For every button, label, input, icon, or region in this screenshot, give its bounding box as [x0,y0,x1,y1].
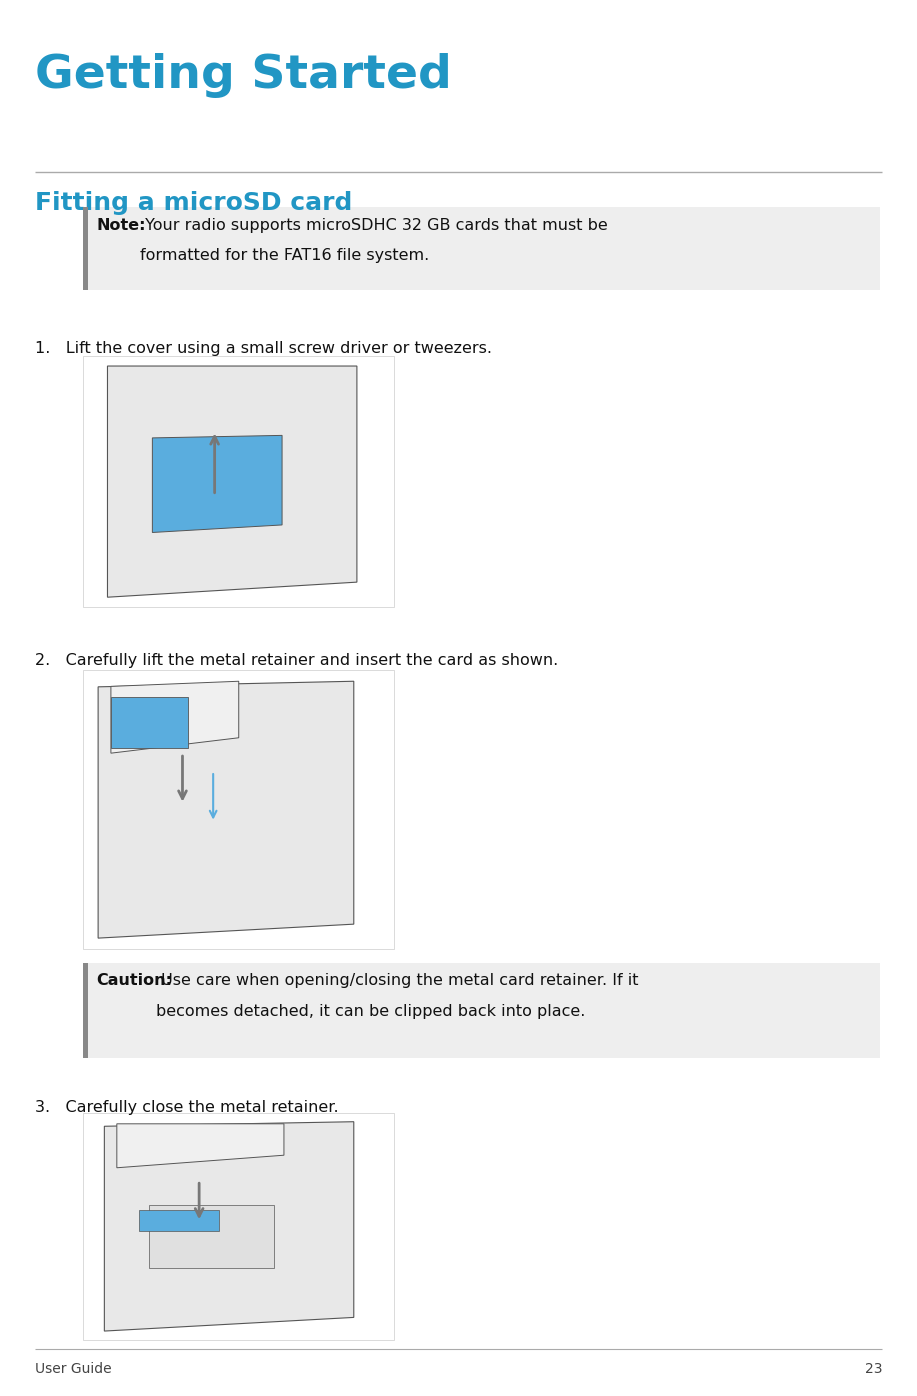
Polygon shape [152,436,282,532]
Text: 1.   Lift the cover using a small screw driver or tweezers.: 1. Lift the cover using a small screw dr… [35,341,492,356]
Text: 23: 23 [865,1362,882,1376]
Polygon shape [98,681,354,938]
FancyBboxPatch shape [149,1206,274,1268]
FancyBboxPatch shape [83,963,88,1058]
Text: Caution:: Caution: [96,973,172,988]
Text: Fitting a microSD card: Fitting a microSD card [35,191,352,215]
Text: Note:: Note: [96,218,146,233]
FancyBboxPatch shape [139,1210,219,1230]
Text: Your radio supports microSDHC 32 GB cards that must be: Your radio supports microSDHC 32 GB card… [140,218,608,233]
Text: becomes detached, it can be clipped back into place.: becomes detached, it can be clipped back… [156,1004,585,1019]
Polygon shape [116,1124,284,1168]
Text: 2.   Carefully lift the metal retainer and insert the card as shown.: 2. Carefully lift the metal retainer and… [35,653,558,669]
FancyBboxPatch shape [83,1113,394,1340]
Text: 3.   Carefully close the metal retainer.: 3. Carefully close the metal retainer. [35,1100,338,1115]
Text: Use care when opening/closing the metal card retainer. If it: Use care when opening/closing the metal … [156,973,638,988]
FancyBboxPatch shape [111,697,188,748]
Polygon shape [107,366,357,597]
FancyBboxPatch shape [83,963,880,1058]
Text: User Guide: User Guide [35,1362,112,1376]
FancyBboxPatch shape [83,356,394,607]
FancyBboxPatch shape [83,207,880,290]
Text: formatted for the FAT16 file system.: formatted for the FAT16 file system. [140,248,429,264]
FancyBboxPatch shape [83,207,88,290]
Polygon shape [111,681,238,754]
Polygon shape [105,1122,354,1330]
FancyBboxPatch shape [83,670,394,949]
Text: Getting Started: Getting Started [35,53,452,98]
